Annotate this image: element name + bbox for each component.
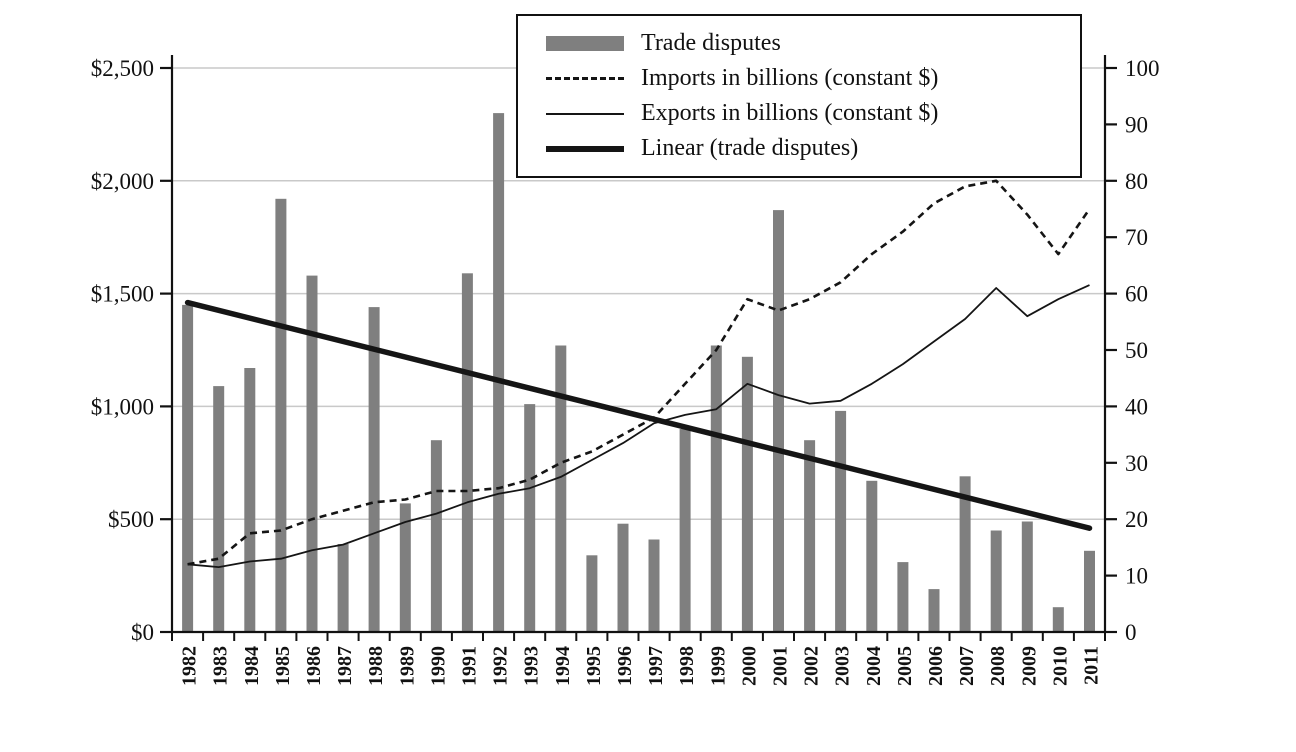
svg-text:2008: 2008 [987, 646, 1009, 686]
svg-text:2003: 2003 [832, 646, 854, 686]
svg-text:100: 100 [1125, 56, 1160, 81]
svg-text:1986: 1986 [303, 646, 325, 686]
svg-text:2009: 2009 [1018, 646, 1040, 686]
legend-label: Exports in billions (constant $) [641, 100, 939, 126]
legend-item-imports: Imports in billions (constant $) [546, 61, 1070, 96]
thick-line-swatch-icon [546, 145, 624, 152]
bar-swatch-icon [546, 36, 624, 51]
svg-text:$2,000: $2,000 [91, 169, 154, 194]
svg-text:1990: 1990 [427, 646, 449, 686]
svg-text:1996: 1996 [614, 646, 636, 686]
svg-text:1988: 1988 [365, 646, 387, 686]
legend-label: Trade disputes [641, 30, 781, 56]
svg-text:2004: 2004 [863, 646, 885, 686]
svg-text:1998: 1998 [676, 646, 698, 686]
svg-text:$2,500: $2,500 [91, 56, 154, 81]
svg-text:1987: 1987 [334, 646, 356, 686]
svg-text:1997: 1997 [645, 646, 667, 686]
legend-item-linear-trend: Linear (trade disputes) [546, 131, 1070, 166]
svg-text:$1,000: $1,000 [91, 394, 154, 419]
chart-legend: Trade disputes Imports in billions (cons… [516, 14, 1082, 178]
svg-text:80: 80 [1125, 169, 1148, 194]
svg-text:60: 60 [1125, 282, 1148, 307]
thin-line-swatch-icon [546, 112, 624, 115]
svg-text:10: 10 [1125, 564, 1148, 589]
svg-text:1993: 1993 [521, 646, 543, 686]
svg-text:2011: 2011 [1081, 646, 1103, 685]
svg-text:1984: 1984 [241, 646, 263, 686]
svg-text:20: 20 [1125, 507, 1148, 532]
svg-text:2000: 2000 [738, 646, 760, 686]
svg-text:2007: 2007 [956, 646, 978, 686]
svg-text:2010: 2010 [1049, 646, 1071, 686]
svg-text:$1,500: $1,500 [91, 282, 154, 307]
svg-text:1994: 1994 [552, 646, 574, 686]
svg-text:$0: $0 [131, 620, 154, 645]
svg-text:1982: 1982 [179, 646, 201, 686]
svg-text:1983: 1983 [210, 646, 232, 686]
svg-text:1995: 1995 [583, 646, 605, 686]
svg-text:2005: 2005 [894, 646, 916, 686]
svg-text:50: 50 [1125, 338, 1148, 363]
svg-text:1999: 1999 [707, 646, 729, 686]
legend-label: Linear (trade disputes) [641, 135, 859, 161]
svg-text:1991: 1991 [458, 646, 480, 686]
svg-text:70: 70 [1125, 225, 1148, 250]
svg-text:0: 0 [1125, 620, 1137, 645]
legend-item-exports: Exports in billions (constant $) [546, 96, 1070, 131]
svg-text:2006: 2006 [925, 646, 947, 686]
legend-label: Imports in billions (constant $) [641, 65, 939, 91]
svg-text:30: 30 [1125, 451, 1148, 476]
svg-text:2001: 2001 [770, 646, 792, 686]
svg-text:$500: $500 [108, 507, 154, 532]
svg-text:1992: 1992 [490, 646, 512, 686]
svg-text:40: 40 [1125, 394, 1148, 419]
legend-item-trade-disputes: Trade disputes [546, 26, 1070, 61]
dashed-line-swatch-icon [546, 77, 624, 80]
svg-text:2002: 2002 [801, 646, 823, 686]
svg-text:1989: 1989 [396, 646, 418, 686]
svg-text:1985: 1985 [272, 646, 294, 686]
svg-text:90: 90 [1125, 112, 1148, 137]
